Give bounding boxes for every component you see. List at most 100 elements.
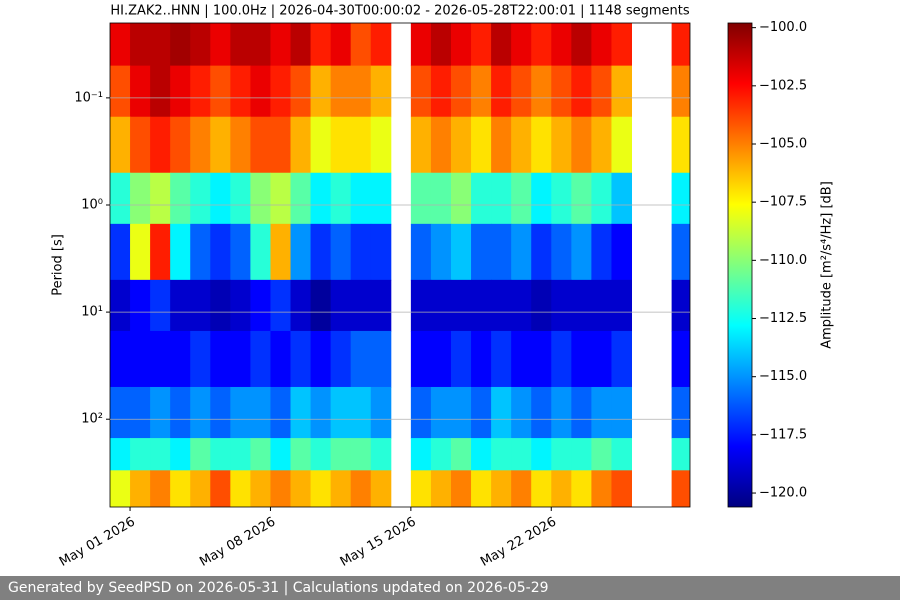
cell	[611, 65, 632, 118]
cell	[110, 172, 131, 225]
cell	[531, 386, 552, 439]
cell	[190, 386, 211, 439]
cell	[571, 470, 592, 507]
cell	[170, 386, 191, 439]
cell	[471, 330, 492, 388]
cell	[671, 223, 690, 281]
cell	[330, 223, 352, 281]
cell	[450, 23, 472, 67]
cell	[270, 330, 292, 388]
cell	[410, 223, 432, 281]
cell	[491, 172, 512, 225]
cell	[531, 470, 552, 507]
cell	[270, 116, 292, 174]
cell	[150, 279, 171, 332]
cell	[611, 438, 632, 471]
cell	[170, 23, 191, 67]
cell	[210, 279, 231, 332]
cell	[190, 223, 211, 281]
chart: HI.ZAK2..HNN | 100.0Hz | 2026-04-30T00:0…	[51, 4, 835, 570]
cell	[190, 438, 211, 471]
cell	[350, 65, 372, 118]
cell	[310, 116, 332, 174]
cell	[270, 23, 292, 67]
cell	[511, 172, 532, 225]
cell	[310, 330, 332, 388]
cell	[491, 330, 512, 388]
cell	[430, 65, 452, 118]
x-tick-label: May 15 2026	[338, 515, 419, 570]
cell	[290, 438, 312, 471]
cell	[611, 23, 632, 67]
cell	[290, 386, 312, 439]
colorbar-tick-label: −115.0	[759, 369, 807, 384]
cell	[471, 470, 492, 507]
colorbar-tick-label: −117.5	[759, 427, 807, 442]
cell	[370, 223, 392, 281]
cell	[170, 223, 191, 281]
cell	[410, 470, 432, 507]
cell	[471, 23, 492, 67]
cell	[671, 23, 690, 67]
cell	[170, 470, 191, 507]
cell	[150, 386, 171, 439]
cell	[531, 438, 552, 471]
cell	[450, 172, 472, 225]
cell	[290, 330, 312, 388]
cell	[250, 438, 271, 471]
cell	[150, 330, 171, 388]
cell	[110, 386, 131, 439]
cell	[611, 279, 632, 332]
colorbar-tick-label: −105.0	[759, 137, 807, 152]
cell	[210, 65, 231, 118]
cell	[430, 223, 452, 281]
cell	[230, 23, 251, 67]
cell	[330, 23, 352, 67]
cell	[511, 65, 532, 118]
cell	[471, 438, 492, 471]
cell	[230, 386, 251, 439]
cell	[551, 172, 572, 225]
cell	[491, 116, 512, 174]
cell	[370, 172, 392, 225]
cell	[450, 386, 472, 439]
cell	[551, 438, 572, 471]
cell	[410, 23, 432, 67]
cell	[270, 223, 292, 281]
cell	[130, 438, 151, 471]
cell	[511, 23, 532, 67]
cell	[190, 470, 211, 507]
colorbar-tick-label: −110.0	[759, 253, 807, 268]
cell	[551, 223, 572, 281]
cell	[491, 386, 512, 439]
cell	[190, 65, 211, 118]
colorbar-tick-label: −112.5	[759, 311, 807, 326]
cell	[551, 470, 572, 507]
cell	[511, 470, 532, 507]
cell	[511, 438, 532, 471]
cell	[290, 470, 312, 507]
cell	[571, 223, 592, 281]
cell	[110, 438, 131, 471]
cell	[310, 223, 332, 281]
cell	[110, 65, 131, 118]
cell	[571, 172, 592, 225]
cell	[310, 172, 332, 225]
cell	[110, 279, 131, 332]
cell	[270, 386, 292, 439]
cell	[350, 172, 372, 225]
cell	[230, 470, 251, 507]
cell	[450, 279, 472, 332]
cell	[370, 23, 392, 67]
cell	[410, 172, 432, 225]
cell	[551, 23, 572, 67]
cell	[250, 23, 271, 67]
cell	[230, 279, 251, 332]
cell	[150, 470, 171, 507]
cell	[491, 438, 512, 471]
cell	[611, 223, 632, 281]
cell	[150, 438, 171, 471]
cell	[250, 172, 271, 225]
cell	[571, 438, 592, 471]
cell	[591, 386, 612, 439]
